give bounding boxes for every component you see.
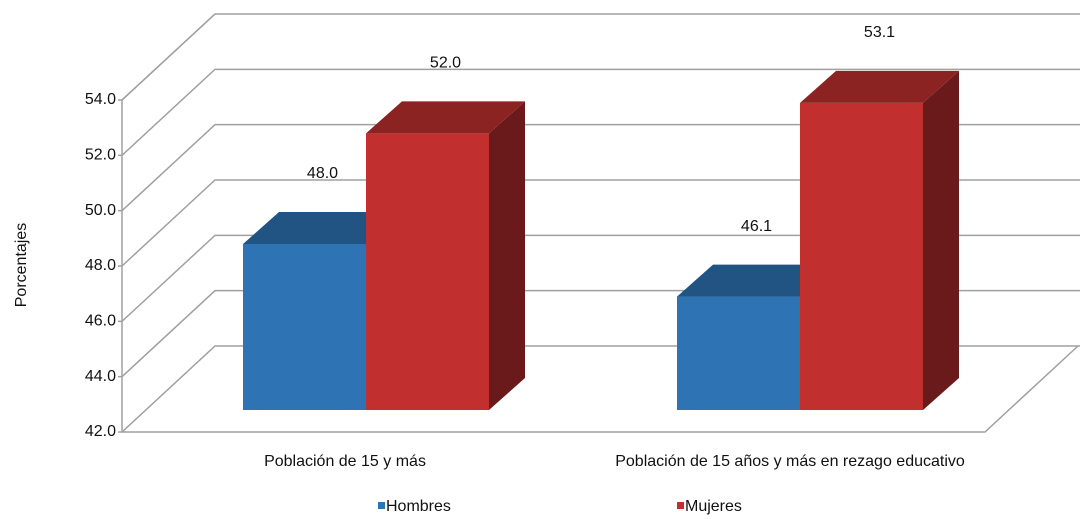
y-tick-label: 48.0 <box>85 257 116 274</box>
y-tick-label: 46.0 <box>85 313 116 330</box>
floor <box>122 345 1079 433</box>
grid-line <box>121 179 1080 267</box>
y-tick-label: 54.0 <box>85 91 116 108</box>
grid-line <box>121 68 1080 156</box>
data-label: 46.1 <box>741 218 772 235</box>
legend-swatch <box>677 502 684 509</box>
grid-line <box>121 123 1080 212</box>
bar-top <box>243 212 402 244</box>
x-tick-label: Población de 15 y más <box>264 453 426 470</box>
bar-side <box>489 101 525 410</box>
data-label: 52.0 <box>430 55 461 72</box>
data-label: 53.1 <box>864 24 895 41</box>
y-axis-label: Porcentajes <box>13 223 30 308</box>
y-tick-label: 44.0 <box>85 368 116 385</box>
data-label: 48.0 <box>307 165 338 182</box>
bar-side <box>923 70 959 411</box>
bar <box>677 296 800 410</box>
y-tick-label: 42.0 <box>85 423 116 440</box>
y-tick-label: 50.0 <box>85 202 116 219</box>
bar-top <box>800 70 959 103</box>
legend-label: Hombres <box>386 498 451 515</box>
legend-swatch <box>378 502 385 509</box>
bar <box>366 133 489 411</box>
legend-label: Mujeres <box>685 498 742 515</box>
y-tick-label: 52.0 <box>85 147 116 164</box>
bar <box>243 244 366 410</box>
grid-line <box>121 13 1080 101</box>
bar <box>800 102 923 411</box>
x-tick-label: Población de 15 años y más en rezago edu… <box>615 453 965 470</box>
bar-top <box>677 264 836 297</box>
bar-top <box>366 101 525 134</box>
grid-line <box>121 234 1080 322</box>
